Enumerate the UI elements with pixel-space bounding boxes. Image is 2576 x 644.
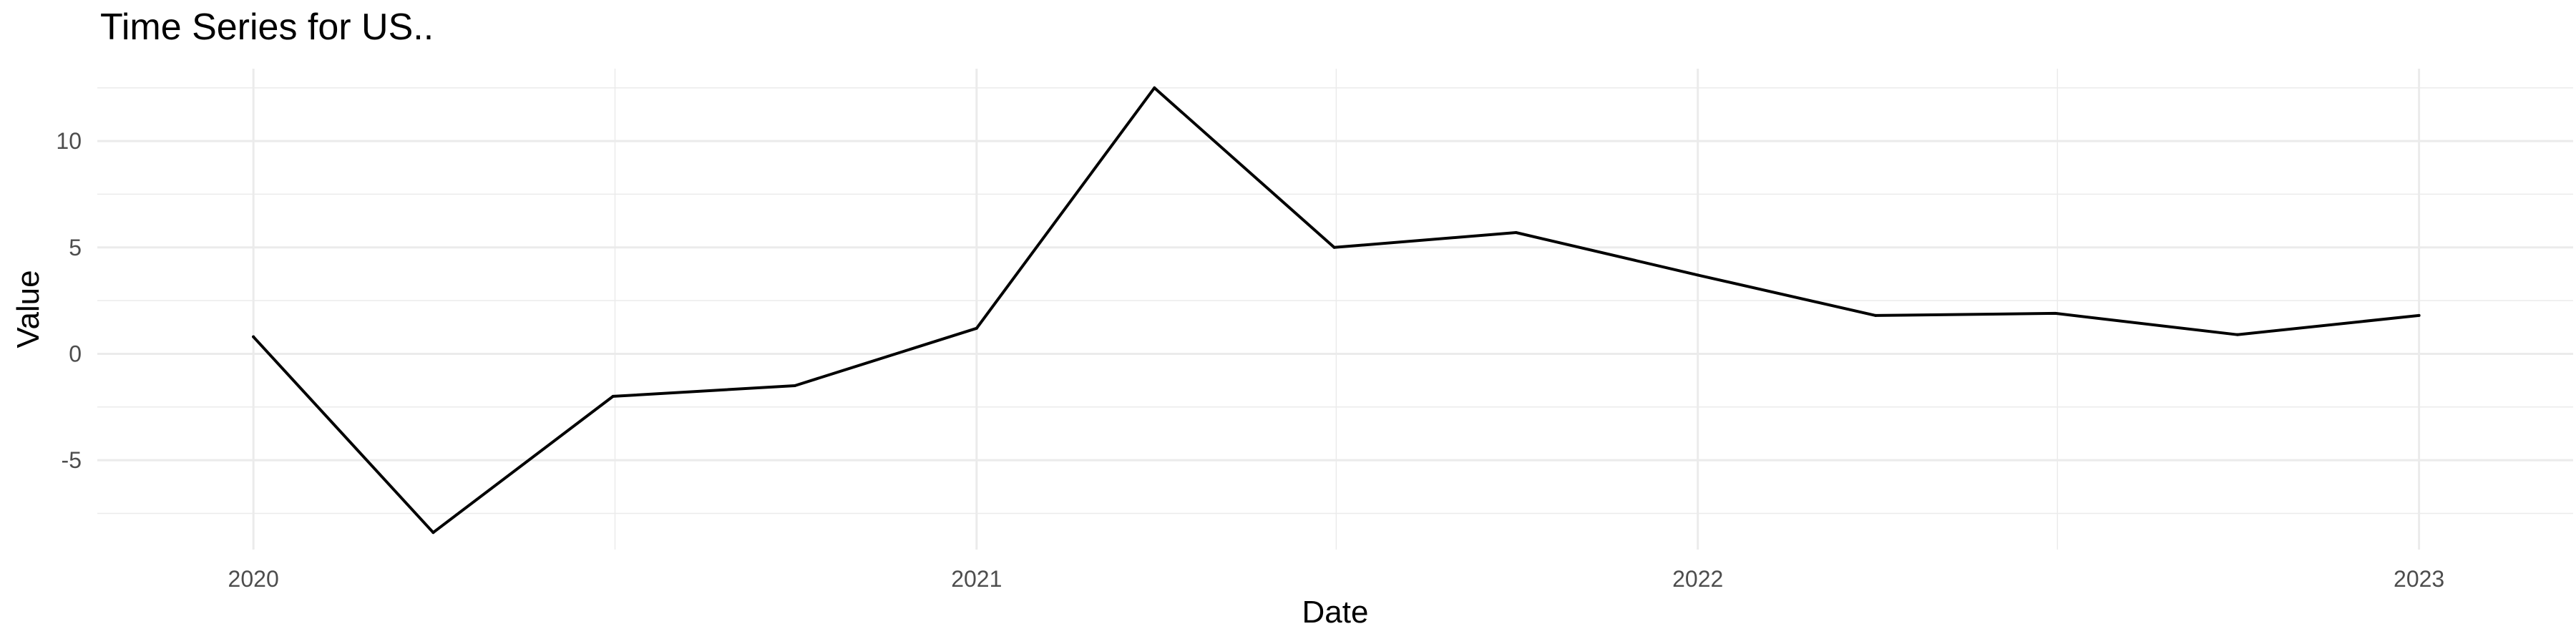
grid-layer bbox=[97, 69, 2573, 550]
data-point bbox=[1332, 245, 1336, 249]
y-tick-label: -5 bbox=[62, 447, 82, 473]
data-point bbox=[793, 384, 796, 388]
y-tick-label: 5 bbox=[69, 235, 82, 260]
data-point bbox=[2417, 313, 2421, 317]
data-point bbox=[611, 394, 615, 398]
data-point bbox=[252, 335, 255, 338]
chart-title: Time Series for US.. bbox=[100, 6, 434, 48]
data-point bbox=[1514, 230, 1518, 234]
x-tick-label: 2020 bbox=[228, 566, 279, 592]
data-point bbox=[431, 531, 435, 535]
data-point bbox=[2235, 333, 2239, 336]
data-point bbox=[975, 326, 978, 330]
series-layer bbox=[252, 86, 2421, 535]
data-point bbox=[1696, 273, 1699, 277]
y-tick-label: 10 bbox=[56, 128, 82, 154]
x-axis-title: Date bbox=[1302, 595, 1369, 630]
tick-layer: 2020 2021 2022 2023 -5 0 5 10 bbox=[56, 128, 2444, 592]
x-tick-label: 2022 bbox=[1672, 566, 1723, 592]
y-axis-title: Value bbox=[11, 270, 46, 348]
x-tick-label: 2021 bbox=[951, 566, 1002, 592]
data-point bbox=[1874, 313, 1878, 317]
data-point bbox=[1153, 86, 1156, 89]
y-tick-label: 0 bbox=[69, 341, 82, 366]
data-point bbox=[2054, 311, 2057, 315]
x-tick-label: 2023 bbox=[2394, 566, 2444, 592]
